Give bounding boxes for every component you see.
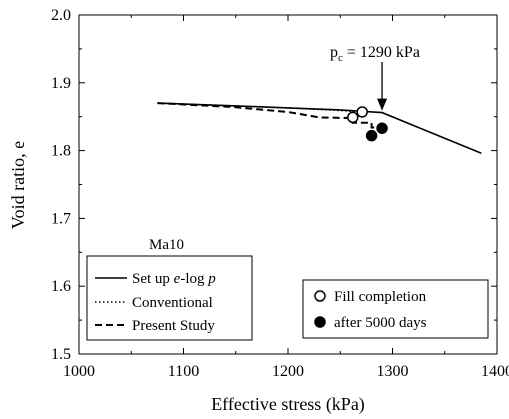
legend-setup-label: Set up e-log p — [132, 271, 216, 287]
legend-present-label: Present Study — [132, 318, 215, 334]
y-tick-label: 1.7 — [51, 210, 71, 227]
y-tick-label: 1.9 — [51, 75, 71, 92]
x-tick-label: 1300 — [377, 363, 409, 380]
series-lines — [157, 102, 482, 155]
legend-open-marker — [314, 290, 326, 302]
x-axis-title: Effective stress (kPa) — [211, 394, 365, 415]
y-tick-label: 1.5 — [51, 346, 71, 363]
after-5000-days-marker — [376, 122, 388, 134]
series-dotted-line — [157, 102, 362, 113]
fill-completion-marker — [347, 111, 359, 124]
series-solid-line — [157, 102, 482, 155]
pc-label: pc = 1290 kPa — [330, 44, 420, 64]
y-tick-label: 1.8 — [51, 143, 71, 160]
data-markers — [347, 106, 388, 142]
y-tick-label: 2.0 — [51, 7, 71, 24]
x-tick-label: 1400 — [481, 363, 509, 380]
legend-after-label: after 5000 days — [334, 315, 427, 331]
legend-conventional-label: Conventional — [132, 295, 213, 311]
pc-arrow-head — [377, 98, 388, 111]
x-tick-label: 1100 — [168, 363, 199, 380]
y-tick-label: 1.6 — [51, 278, 71, 295]
legend-fill-label: Fill completion — [334, 289, 427, 305]
x-tick-label: 1200 — [272, 363, 304, 380]
fill-completion-marker — [356, 106, 368, 118]
axis-ticks: 1000 1100 1200 1300 1400 1.5 1.6 1.7 1.8 1.9 2.0 — [51, 7, 509, 380]
legend-lines-box — [86, 255, 253, 341]
y-axis-title: Void ratio, e — [8, 141, 28, 229]
after-5000-days-marker — [365, 129, 378, 142]
inset-label: Ma10 — [149, 237, 184, 253]
legend-markers: Fill completion after 5000 days — [302, 279, 489, 339]
legend-markers-box — [302, 279, 489, 339]
legend-filled-marker — [314, 316, 326, 328]
pc-annotation: pc = 1290 kPa — [330, 44, 420, 111]
legend-lines: Set up e-log p Conventional Present Stud… — [86, 255, 253, 341]
x-tick-label: 1000 — [63, 363, 95, 380]
series-dashed-line — [157, 102, 383, 129]
